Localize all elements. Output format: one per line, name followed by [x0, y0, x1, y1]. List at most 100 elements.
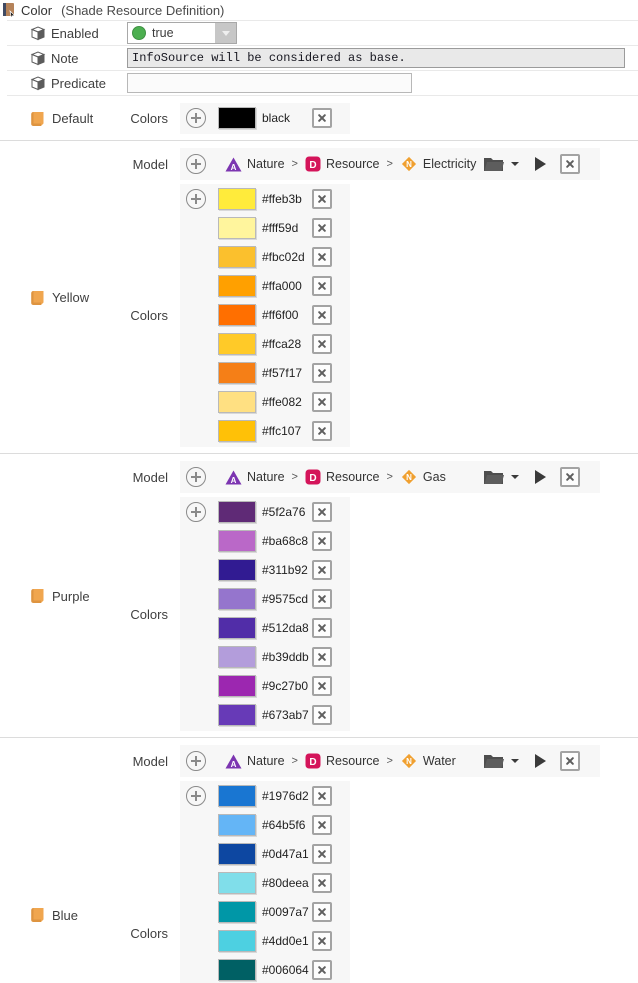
- remove-color-button[interactable]: [312, 873, 332, 893]
- remove-color-button[interactable]: [312, 247, 332, 267]
- breadcrumb-nature[interactable]: Nature: [247, 157, 285, 171]
- enabled-value: true: [152, 26, 174, 40]
- color-row: #9c27b0: [180, 675, 350, 697]
- remove-color-button[interactable]: [312, 276, 332, 296]
- add-color-button[interactable]: [186, 502, 206, 522]
- add-color-button[interactable]: [186, 189, 206, 209]
- color-row: #ffc107: [180, 420, 350, 442]
- breadcrumb-nature[interactable]: Nature: [247, 470, 285, 484]
- play-button[interactable]: [535, 754, 546, 768]
- note-input[interactable]: [127, 48, 625, 68]
- remove-color-button[interactable]: [312, 705, 332, 725]
- remove-color-button[interactable]: [312, 676, 332, 696]
- color-swatch[interactable]: [218, 275, 256, 297]
- color-swatch[interactable]: [218, 872, 256, 894]
- add-model-button[interactable]: [186, 467, 206, 487]
- colors-label: Colors: [130, 925, 168, 941]
- color-swatch[interactable]: [218, 704, 256, 726]
- color-swatch[interactable]: [218, 217, 256, 239]
- remove-model-button[interactable]: [560, 751, 580, 771]
- color-swatch[interactable]: [218, 930, 256, 952]
- remove-color-button[interactable]: [312, 531, 332, 551]
- folder-button[interactable]: [483, 469, 519, 485]
- breadcrumb-model-name[interactable]: Gas: [422, 470, 446, 484]
- color-label: #fff59d: [262, 221, 299, 235]
- color-swatch[interactable]: [218, 107, 256, 129]
- breadcrumb-resource[interactable]: Resource: [325, 470, 380, 484]
- remove-color-button[interactable]: [312, 931, 332, 951]
- remove-color-button[interactable]: [312, 902, 332, 922]
- folder-button[interactable]: [483, 753, 519, 769]
- color-swatch[interactable]: [218, 588, 256, 610]
- color-swatch[interactable]: [218, 646, 256, 668]
- color-swatch[interactable]: [218, 843, 256, 865]
- color-swatch[interactable]: [218, 785, 256, 807]
- add-color-button[interactable]: [186, 108, 206, 128]
- predicate-input[interactable]: [127, 73, 412, 93]
- svg-text:N: N: [406, 757, 412, 766]
- enabled-dropdown[interactable]: true: [127, 22, 237, 44]
- remove-color-button[interactable]: [312, 589, 332, 609]
- color-swatch[interactable]: [218, 362, 256, 384]
- remove-color-button[interactable]: [312, 618, 332, 638]
- color-swatch[interactable]: [218, 814, 256, 836]
- breadcrumb-model-name[interactable]: Electricity: [422, 157, 477, 171]
- remove-color-button[interactable]: [312, 960, 332, 980]
- svg-text:A: A: [231, 760, 237, 769]
- remove-color-button[interactable]: [312, 334, 332, 354]
- model-label: Model: [132, 156, 168, 172]
- folder-button[interactable]: [483, 156, 519, 172]
- color-swatch[interactable]: [218, 959, 256, 981]
- color-swatch[interactable]: [218, 391, 256, 413]
- color-row: #64b5f6: [180, 814, 350, 836]
- remove-color-button[interactable]: [312, 421, 332, 441]
- remove-model-button[interactable]: [560, 154, 580, 174]
- color-swatch[interactable]: [218, 246, 256, 268]
- remove-color-button[interactable]: [312, 218, 332, 238]
- section-name: Yellow: [52, 290, 90, 305]
- remove-color-button[interactable]: [312, 363, 332, 383]
- add-color-button[interactable]: [186, 786, 206, 806]
- remove-color-button[interactable]: [312, 560, 332, 580]
- breadcrumb-model-name[interactable]: Water: [422, 754, 456, 768]
- color-swatch[interactable]: [218, 530, 256, 552]
- model-type-icon: N: [400, 752, 418, 770]
- colors-box: #ffeb3b #fff59d #fbc02d: [180, 184, 350, 447]
- color-swatch[interactable]: [218, 420, 256, 442]
- remove-color-button[interactable]: [312, 815, 332, 835]
- color-label: #ba68c8: [262, 534, 309, 548]
- add-model-button[interactable]: [186, 751, 206, 771]
- breadcrumb-resource[interactable]: Resource: [325, 157, 380, 171]
- model-field: Model A Nature > D: [130, 148, 638, 180]
- section-name: Purple: [52, 588, 90, 604]
- remove-color-button[interactable]: [312, 108, 332, 128]
- remove-color-button[interactable]: [312, 305, 332, 325]
- enabled-dropdown-button[interactable]: [215, 23, 236, 43]
- remove-color-button[interactable]: [312, 844, 332, 864]
- property-list: Enabled true Note: [7, 20, 638, 96]
- remove-model-button[interactable]: [560, 467, 580, 487]
- remove-color-button[interactable]: [312, 189, 332, 209]
- color-row: #ff6f00: [180, 304, 350, 326]
- remove-color-button[interactable]: [312, 392, 332, 412]
- color-label: #9c27b0: [262, 679, 309, 693]
- color-swatch[interactable]: [218, 675, 256, 697]
- remove-color-button[interactable]: [312, 647, 332, 667]
- color-swatch[interactable]: [218, 559, 256, 581]
- add-model-button[interactable]: [186, 154, 206, 174]
- play-button[interactable]: [535, 470, 546, 484]
- svg-text:A: A: [231, 163, 237, 172]
- breadcrumb-nature[interactable]: Nature: [247, 754, 285, 768]
- breadcrumb-resource[interactable]: Resource: [325, 754, 380, 768]
- color-swatch[interactable]: [218, 901, 256, 923]
- remove-color-button[interactable]: [312, 502, 332, 522]
- remove-color-button[interactable]: [312, 786, 332, 806]
- play-button[interactable]: [535, 157, 546, 171]
- color-swatch[interactable]: [218, 188, 256, 210]
- model-type-icon: N: [400, 468, 418, 486]
- color-swatch[interactable]: [218, 304, 256, 326]
- section-yellow: Yellow Model A Nature >: [0, 141, 638, 454]
- color-swatch[interactable]: [218, 617, 256, 639]
- color-swatch[interactable]: [218, 333, 256, 355]
- color-swatch[interactable]: [218, 501, 256, 523]
